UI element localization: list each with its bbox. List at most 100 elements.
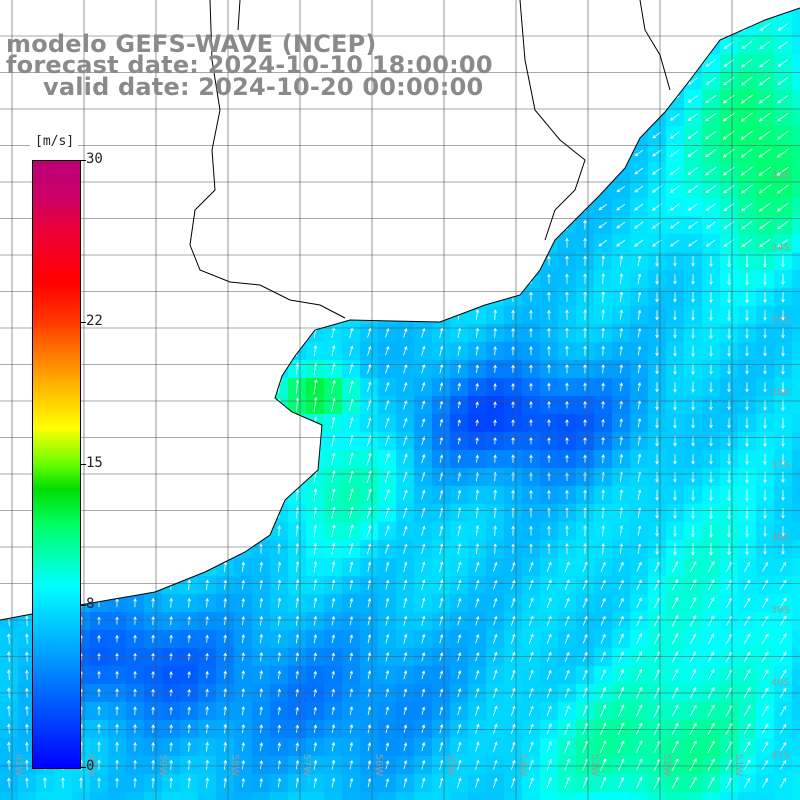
wind-speed-cell — [216, 378, 235, 397]
wind-arrow — [759, 41, 771, 50]
wind-speed-cell — [288, 8, 307, 19]
wind-arrow — [205, 110, 209, 123]
wind-arrow — [511, 273, 515, 285]
wind-speed-cell — [360, 198, 379, 217]
wind-speed-cell — [792, 702, 800, 721]
wind-speed-cell — [792, 144, 800, 163]
wind-speed-cell — [540, 198, 559, 217]
wind-arrow — [241, 219, 245, 230]
wind-speed-cell — [0, 162, 19, 181]
wind-speed-cell — [792, 180, 800, 199]
wind-speed-cell — [234, 450, 253, 469]
wind-speed-cell — [162, 126, 181, 145]
wind-arrow — [43, 8, 48, 14]
wind-arrow — [115, 363, 120, 374]
wind-arrow — [493, 129, 497, 140]
wind-arrow — [349, 309, 354, 321]
wind-speed-cell — [288, 324, 307, 343]
wind-speed-cell — [0, 324, 19, 343]
wind-arrow — [457, 129, 462, 141]
wind-speed-cell — [234, 414, 253, 433]
wind-speed-cell — [108, 198, 127, 217]
wind-speed-cell — [90, 468, 109, 487]
wind-arrow — [547, 182, 551, 195]
wind-arrow — [402, 183, 408, 194]
wind-arrow — [511, 201, 515, 213]
wind-arrow — [151, 183, 156, 195]
wind-speed-cell — [594, 18, 613, 37]
wind-arrow — [670, 41, 680, 49]
wind-arrow — [259, 416, 263, 429]
wind-arrow — [259, 309, 263, 320]
wind-arrow — [384, 21, 390, 33]
wind-speed-cell — [126, 342, 145, 361]
wind-speed-cell — [504, 18, 523, 37]
wind-speed-cell — [126, 288, 145, 307]
wind-arrow — [259, 363, 263, 374]
wind-speed-cell — [342, 8, 361, 19]
wind-speed-cell — [792, 36, 800, 55]
wind-speed-cell — [594, 126, 613, 145]
wind-speed-cell — [162, 8, 181, 19]
wind-arrow — [169, 291, 174, 302]
wind-arrow — [115, 417, 120, 428]
wind-speed-cell — [126, 234, 145, 253]
wind-arrow — [205, 471, 209, 482]
wind-arrow — [313, 309, 318, 320]
wind-arrow — [616, 59, 626, 67]
wind-speed-cell — [414, 144, 433, 163]
wind-speed-cell — [198, 450, 217, 469]
wind-speed-cell — [144, 234, 163, 253]
wind-speed-cell — [414, 792, 433, 800]
wind-arrow — [421, 21, 426, 32]
wind-arrow — [133, 507, 138, 518]
wind-arrow — [295, 8, 300, 15]
wind-arrow — [133, 579, 137, 590]
wind-arrow — [259, 327, 263, 338]
wind-speed-cell — [342, 198, 361, 217]
wind-speed-cell — [378, 288, 397, 307]
wind-arrow — [583, 8, 587, 14]
colorbar-tick-label: 0 — [86, 758, 95, 774]
wind-speed-cell — [522, 72, 541, 91]
wind-speed-cell — [108, 378, 127, 397]
wind-arrow — [7, 165, 12, 176]
wind-arrow — [385, 111, 390, 122]
wind-speed-cell — [504, 108, 523, 127]
wind-speed-cell — [486, 108, 505, 127]
wind-arrow — [741, 41, 753, 50]
wind-speed-cell — [198, 234, 217, 253]
wind-arrow — [277, 470, 281, 483]
wind-arrow — [295, 255, 300, 266]
wind-arrow — [511, 236, 515, 249]
wind-speed-cell — [180, 144, 199, 163]
wind-arrow — [475, 129, 480, 141]
wind-arrow — [403, 255, 408, 266]
wind-arrow — [133, 183, 138, 194]
wind-speed-cell — [342, 162, 361, 181]
wind-speed-cell — [630, 36, 649, 55]
wind-speed-cell — [234, 162, 253, 181]
wind-arrow — [331, 165, 336, 176]
wind-speed-cell — [468, 8, 487, 19]
wind-speed-cell — [90, 360, 109, 379]
wind-speed-cell — [252, 792, 271, 800]
longitude-label: 54W — [517, 754, 528, 777]
wind-speed-cell — [0, 108, 19, 127]
wind-arrow — [529, 200, 533, 213]
wind-arrow — [223, 219, 227, 230]
wind-arrow — [223, 308, 227, 321]
wind-speed-cell — [306, 162, 325, 181]
wind-speed-cell — [234, 792, 253, 800]
wind-speed-cell — [450, 126, 469, 145]
wind-speed-cell — [522, 18, 541, 37]
wind-speed-cell — [558, 108, 577, 127]
wind-arrow — [223, 363, 227, 374]
wind-speed-cell — [342, 126, 361, 145]
wind-arrow — [133, 219, 138, 231]
wind-speed-cell — [558, 90, 577, 109]
wind-arrow — [457, 291, 462, 302]
wind-arrow — [313, 434, 318, 447]
wind-arrow — [223, 327, 227, 339]
wind-speed-cell — [108, 306, 127, 325]
